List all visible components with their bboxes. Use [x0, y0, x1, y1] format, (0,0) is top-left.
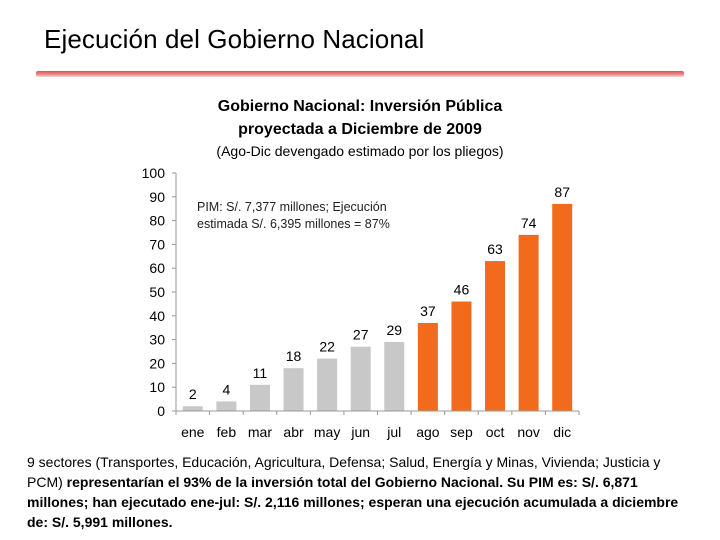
- y-tick-label: 100: [142, 165, 166, 181]
- y-tick-label: 20: [149, 355, 165, 371]
- data-label-sep: 46: [454, 282, 470, 298]
- bar-oct: [485, 261, 506, 411]
- bar-nov: [518, 234, 539, 411]
- bar-ago: [417, 322, 438, 411]
- y-axis: 0 10 20 30 40 50 60 70 80 90 100: [142, 165, 177, 419]
- x-tick-label-nov: nov: [517, 424, 540, 440]
- x-tick-label-ene: ene: [181, 424, 205, 440]
- x-tick-label-jun: jun: [350, 424, 370, 440]
- footer-text: 9 sectores (Transportes, Educación, Agri…: [27, 454, 661, 490]
- data-label-nov: 74: [521, 215, 537, 231]
- chart-title-line-2: proyectada a Diciembre de 2009: [238, 121, 482, 138]
- annotation-line-1: PIM: S/. 7,377 millones; Ejecución: [197, 200, 387, 214]
- y-tick-label: 50: [149, 284, 165, 300]
- x-tick-label-dic: dic: [553, 424, 571, 440]
- data-label-may: 22: [319, 339, 335, 355]
- footer-bold-text: representarían el 93% de la inversión to…: [27, 474, 679, 530]
- slide-title: Ejecución del Gobierno Nacional: [44, 24, 425, 54]
- y-tick-label: 0: [157, 403, 165, 419]
- data-label-ago: 37: [420, 303, 436, 319]
- bar-sep: [451, 301, 472, 411]
- annotation-line-2: estimada S/. 6,395 millones = 87%: [197, 217, 390, 231]
- bars: 2 4 11 18 22 27 29 37 46 63 74 87: [182, 184, 573, 411]
- y-tick-label: 60: [149, 260, 165, 276]
- title-underline: [36, 71, 684, 77]
- y-tick-label: 30: [149, 332, 165, 348]
- bar-mar: [249, 384, 270, 411]
- x-tick-label-feb: feb: [217, 424, 237, 440]
- chart-subtitle: (Ago-Dic devengado estimado por los plie…: [216, 143, 504, 159]
- bar-jun: [350, 346, 371, 411]
- chart-title-line-1: Gobierno Nacional: Inversión Pública: [217, 98, 503, 115]
- bar-abr: [283, 368, 304, 411]
- data-label-ene: 2: [189, 386, 197, 402]
- x-tick-label-abr: abr: [283, 424, 304, 440]
- data-label-dic: 87: [554, 184, 570, 200]
- bar-dic: [552, 203, 573, 411]
- bar-feb: [216, 401, 237, 411]
- y-tick-label: 70: [149, 236, 165, 252]
- data-label-abr: 18: [286, 348, 302, 364]
- x-axis: ene feb mar abr may jun jul ago sep oct nov dic: [175, 410, 580, 440]
- data-label-mar: 11: [253, 365, 268, 381]
- data-label-jul: 29: [387, 322, 403, 338]
- y-tick-label: 10: [149, 379, 165, 395]
- x-tick-label-sep: sep: [450, 424, 473, 440]
- x-tick-label-mar: mar: [248, 424, 272, 440]
- bar-may: [317, 358, 338, 411]
- y-tick-label: 90: [149, 189, 165, 205]
- data-label-oct: 63: [487, 241, 503, 257]
- y-tick-label: 80: [149, 213, 165, 229]
- bar-ene: [182, 406, 203, 411]
- x-tick-label-jul: jul: [386, 424, 401, 440]
- chart-annotation: PIM: S/. 7,377 millones; Ejecución estim…: [197, 199, 427, 233]
- y-tick-label: 40: [149, 308, 165, 324]
- data-label-jun: 27: [353, 327, 369, 343]
- footer-note: 9 sectores (Transportes, Educación, Agri…: [27, 452, 699, 532]
- bar-jul: [384, 341, 405, 411]
- x-tick-label-may: may: [314, 424, 340, 440]
- x-tick-label-ago: ago: [416, 424, 440, 440]
- x-tick-label-oct: oct: [486, 424, 505, 440]
- data-label-feb: 4: [222, 381, 230, 397]
